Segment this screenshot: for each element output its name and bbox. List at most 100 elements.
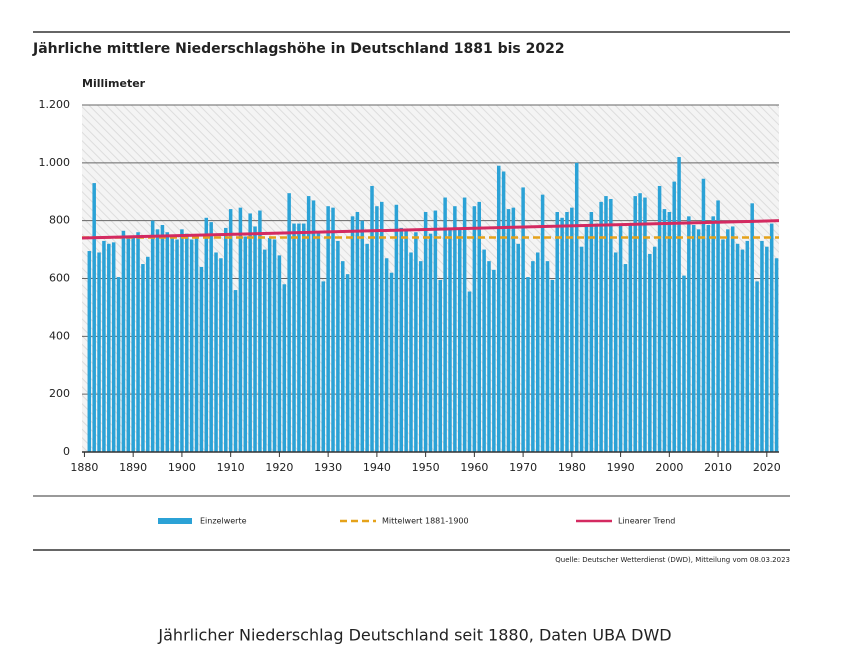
y-tick-label: 1.200 [39,98,71,111]
bar [443,197,447,452]
bar [375,206,379,452]
x-tick-label: 1990 [607,461,635,474]
bar [350,216,355,452]
caption: Jährlicher Niederschlag Deutschland seit… [157,626,671,645]
y-axis-label: Millimeter [82,77,146,90]
bar [633,196,637,452]
bar [550,279,555,452]
bar [589,211,594,452]
bar [87,251,92,452]
bar [769,223,774,452]
x-tick-label: 1880 [70,461,98,474]
bar [423,211,428,452]
bar [428,233,433,452]
y-tick-label: 0 [63,445,70,458]
bar [409,252,413,452]
bar [404,229,408,452]
bar [604,196,608,452]
bar [238,207,243,452]
bar [648,253,652,452]
bar [399,227,404,452]
bar [253,226,257,452]
bar [628,223,633,452]
bar [687,216,691,452]
bar [477,201,481,452]
bar [453,206,457,452]
bar [121,230,126,452]
bar [516,243,520,452]
x-tick-label: 1910 [217,461,245,474]
bar [487,261,491,452]
bar [706,225,711,452]
bar [150,220,155,452]
y-tick-label: 400 [49,329,70,342]
bar [306,196,311,452]
bar [584,226,589,452]
bar [263,249,267,452]
bar [214,252,218,452]
bar [492,269,496,452]
bar [341,261,345,452]
bar [267,238,272,452]
bar [384,258,389,452]
x-tick-label: 1940 [363,461,391,474]
bar [672,181,676,453]
bar [321,281,326,452]
bar [774,258,779,452]
bar [189,239,194,452]
bar [175,239,179,452]
bar [545,261,550,452]
bar [643,197,647,452]
bar [394,204,399,452]
bar [219,258,223,452]
bar [438,279,443,452]
bar [243,236,248,452]
bar [418,261,423,452]
bar [677,157,681,453]
bar [574,162,579,453]
bar [462,197,467,452]
bar [555,211,559,452]
bar [506,209,511,452]
bar [448,229,452,452]
x-tick-label: 1930 [314,461,342,474]
bar [623,264,628,452]
bar [180,229,184,452]
bar [701,178,706,453]
bar [224,227,228,452]
bar [652,246,657,452]
legend-swatch [158,518,192,524]
bar [579,246,584,452]
x-tick-label: 2010 [704,461,732,474]
bar [740,249,745,452]
bar [511,207,516,452]
bar [638,193,642,452]
bar [199,266,204,452]
bar [331,207,335,452]
trend-line [81,219,780,240]
bar [126,236,131,452]
plot: 0 200 400 600 800 1.000 1.200 1880 1890 1900 1910 1… [39,98,781,474]
source: Quelle: Deutscher Wetterdienst (DWD), Mi… [555,556,790,564]
bar [365,243,369,452]
y-tick-label: 200 [49,387,70,400]
bar [535,252,540,452]
bar [292,223,296,452]
bar [258,210,262,452]
bar [726,229,730,452]
bar [155,229,160,452]
x-tick-label: 1890 [119,461,147,474]
bar [618,223,623,452]
y-tick-label: 800 [49,214,70,227]
bar [565,211,569,452]
bar [750,203,754,452]
bar [204,217,209,452]
bar [521,187,525,452]
x-tick-label: 2000 [655,461,683,474]
bar [302,223,306,452]
bar [472,206,477,452]
bar [599,201,603,452]
bar [570,207,574,452]
bar [146,256,150,452]
bar [613,252,618,452]
